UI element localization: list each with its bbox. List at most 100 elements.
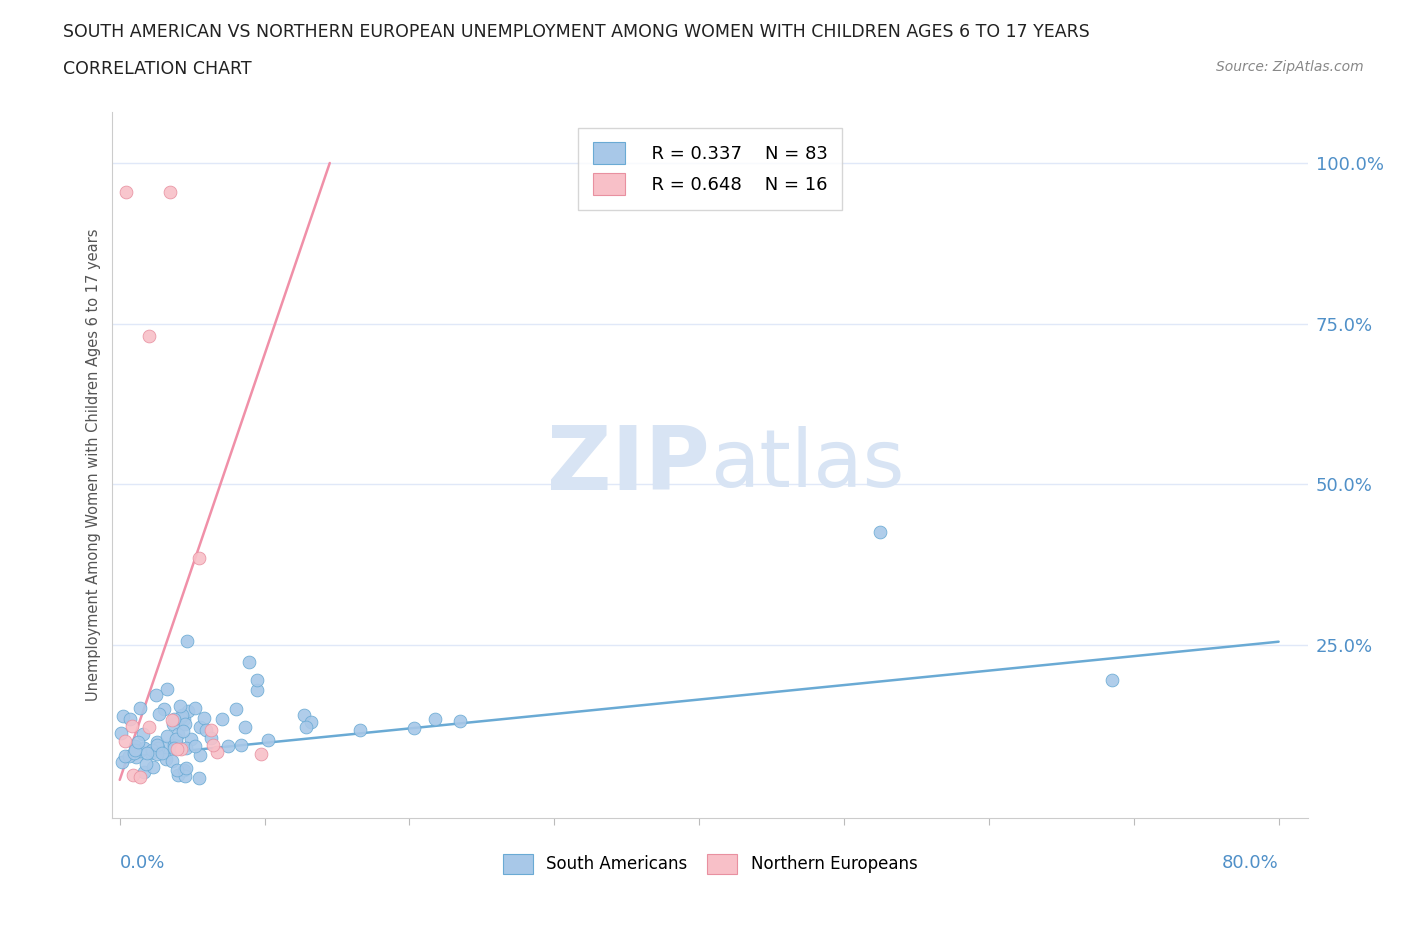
- Point: [173, 762, 195, 777]
- Point: [174, 740, 197, 755]
- Point: [205, 744, 228, 759]
- Point: [132, 764, 155, 779]
- Text: 80.0%: 80.0%: [1222, 854, 1278, 871]
- Point: [238, 655, 260, 670]
- Point: [160, 713, 183, 728]
- Point: [166, 741, 188, 756]
- Point: [295, 719, 318, 734]
- Point: [449, 713, 471, 728]
- Point: [211, 711, 233, 726]
- Point: [180, 732, 202, 747]
- Point: [194, 723, 217, 737]
- Point: [229, 737, 252, 752]
- Point: [146, 740, 169, 755]
- Point: [132, 740, 155, 755]
- Point: [187, 770, 209, 785]
- Point: [129, 743, 152, 758]
- Point: [146, 746, 169, 761]
- Point: [217, 738, 239, 753]
- Point: [246, 683, 269, 698]
- Point: [174, 768, 197, 783]
- Point: [118, 711, 141, 726]
- Point: [155, 752, 177, 767]
- Point: [299, 714, 322, 729]
- Point: [172, 724, 194, 738]
- Point: [173, 711, 195, 726]
- Point: [124, 739, 146, 754]
- Legend: South Americans, Northern Europeans: South Americans, Northern Europeans: [496, 847, 924, 881]
- Point: [193, 711, 215, 726]
- Point: [170, 741, 193, 756]
- Text: SOUTH AMERICAN VS NORTHERN EUROPEAN UNEMPLOYMENT AMONG WOMEN WITH CHILDREN AGES : SOUTH AMERICAN VS NORTHERN EUROPEAN UNEM…: [63, 23, 1090, 41]
- Point: [1101, 672, 1123, 687]
- Point: [162, 716, 184, 731]
- Point: [132, 726, 155, 741]
- Point: [292, 708, 315, 723]
- Text: Source: ZipAtlas.com: Source: ZipAtlas.com: [1216, 60, 1364, 74]
- Point: [141, 742, 163, 757]
- Point: [246, 673, 269, 688]
- Y-axis label: Unemployment Among Women with Children Ages 6 to 17 years: Unemployment Among Women with Children A…: [86, 229, 101, 701]
- Point: [145, 735, 167, 750]
- Point: [257, 732, 280, 747]
- Point: [114, 184, 136, 199]
- Point: [129, 701, 152, 716]
- Point: [118, 749, 141, 764]
- Point: [129, 770, 152, 785]
- Point: [114, 749, 136, 764]
- Point: [114, 734, 136, 749]
- Text: 0.0%: 0.0%: [120, 854, 165, 871]
- Point: [165, 739, 187, 754]
- Point: [124, 742, 146, 757]
- Point: [121, 768, 143, 783]
- Point: [349, 723, 371, 737]
- Point: [159, 184, 181, 199]
- Point: [111, 755, 134, 770]
- Text: ZIP: ZIP: [547, 421, 710, 509]
- Point: [165, 731, 187, 746]
- Point: [138, 720, 160, 735]
- Point: [200, 731, 222, 746]
- Point: [163, 737, 186, 752]
- Point: [155, 739, 177, 754]
- Point: [152, 746, 174, 761]
- Point: [188, 551, 211, 565]
- Point: [425, 711, 447, 726]
- Point: [176, 633, 198, 648]
- Point: [177, 704, 200, 719]
- Point: [165, 734, 187, 749]
- Point: [138, 329, 160, 344]
- Point: [122, 745, 145, 760]
- Point: [201, 738, 224, 753]
- Point: [135, 746, 157, 761]
- Point: [174, 761, 197, 776]
- Point: [110, 725, 132, 740]
- Point: [167, 726, 190, 741]
- Point: [135, 757, 157, 772]
- Point: [153, 702, 176, 717]
- Point: [173, 717, 195, 732]
- Point: [233, 720, 256, 735]
- Point: [170, 710, 193, 724]
- Point: [402, 721, 425, 736]
- Point: [148, 706, 170, 721]
- Point: [121, 719, 143, 734]
- Point: [160, 754, 183, 769]
- Point: [156, 682, 179, 697]
- Point: [112, 709, 135, 724]
- Point: [200, 723, 222, 737]
- Point: [139, 746, 162, 761]
- Point: [250, 747, 273, 762]
- Point: [184, 738, 207, 753]
- Point: [163, 711, 186, 726]
- Point: [163, 740, 186, 755]
- Text: atlas: atlas: [710, 426, 904, 504]
- Point: [167, 768, 190, 783]
- Point: [869, 525, 891, 540]
- Point: [146, 737, 169, 752]
- Text: CORRELATION CHART: CORRELATION CHART: [63, 60, 252, 78]
- Point: [170, 708, 193, 723]
- Point: [188, 719, 211, 734]
- Point: [188, 748, 211, 763]
- Point: [127, 735, 149, 750]
